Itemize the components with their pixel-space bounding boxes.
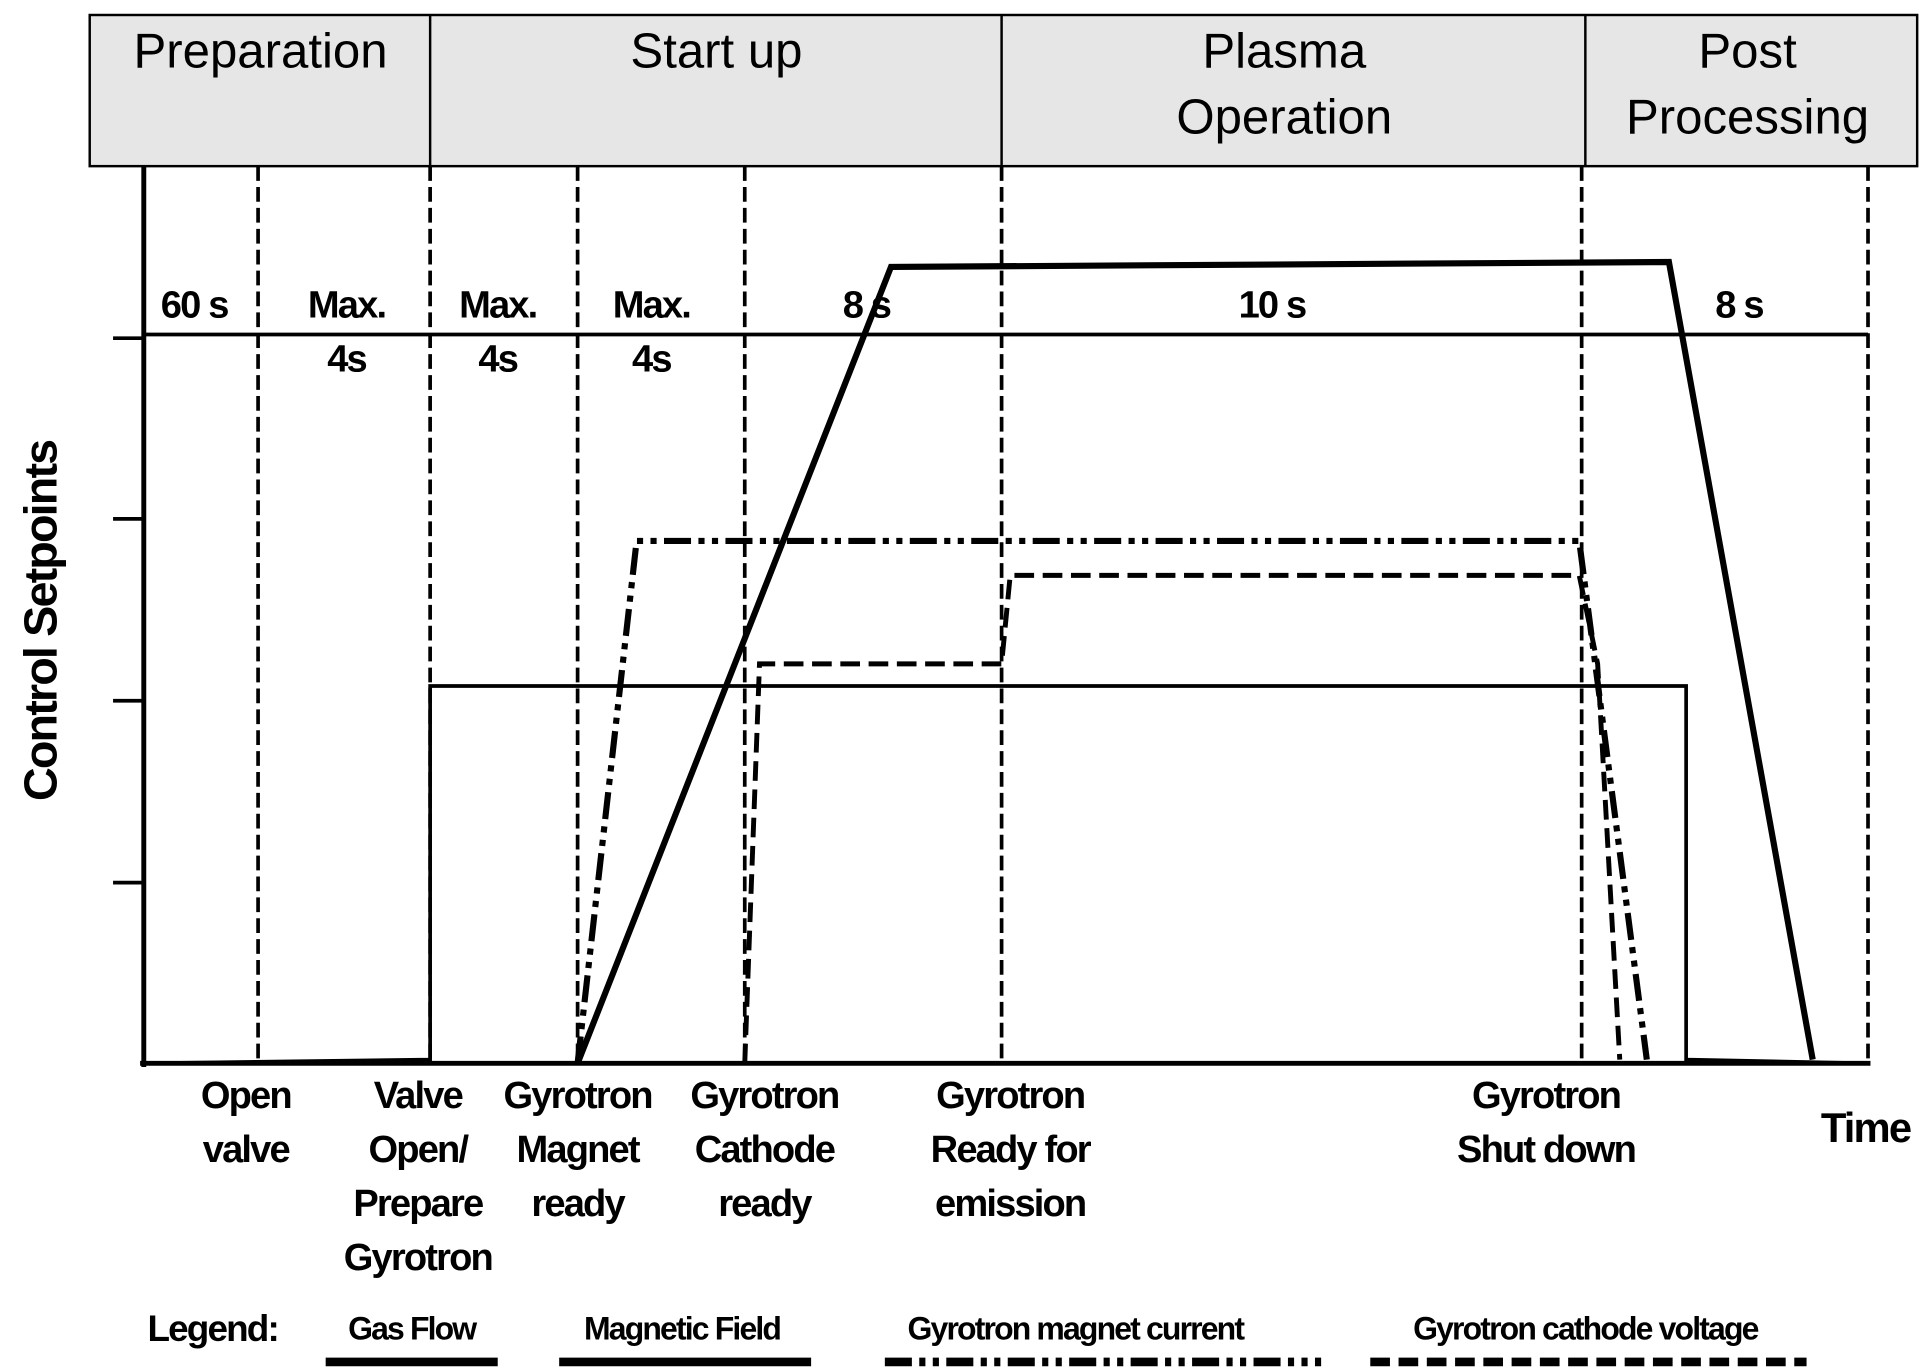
duration-label: 8 s bbox=[843, 285, 891, 327]
phase-header bbox=[88, 13, 1919, 168]
magnet-current-curve bbox=[574, 537, 1650, 1064]
legend-item: Gas Flow bbox=[348, 1311, 477, 1347]
duration-label: 10 s bbox=[1239, 285, 1306, 327]
event-label: ready bbox=[718, 1183, 812, 1225]
phase-label: Preparation bbox=[134, 24, 388, 78]
event-label: valve bbox=[203, 1129, 290, 1171]
phase-label: Operation bbox=[1176, 91, 1392, 145]
event-label: Gyrotron bbox=[504, 1075, 652, 1117]
event-label: emission bbox=[935, 1183, 1085, 1225]
event-label: ready bbox=[531, 1183, 625, 1225]
duration-label: Max. bbox=[613, 285, 690, 327]
duration-label: Max. bbox=[459, 285, 536, 327]
event-label: Gyrotron bbox=[344, 1237, 492, 1279]
event-label: Shut down bbox=[1457, 1129, 1635, 1171]
event-label: Cathode bbox=[695, 1129, 835, 1171]
phase-label: Plasma bbox=[1202, 24, 1367, 78]
magnetic-field-curve bbox=[574, 258, 1816, 1065]
y-ticks bbox=[113, 336, 144, 885]
cathode-voltage-curve bbox=[742, 572, 1623, 1064]
event-label: Gyrotron bbox=[1472, 1075, 1620, 1117]
event-label: Ready for bbox=[931, 1129, 1092, 1171]
event-label: Magnet bbox=[516, 1129, 640, 1171]
event-label: Prepare bbox=[353, 1183, 483, 1225]
gas-flow-curve bbox=[143, 684, 1869, 1066]
phase-label: Start up bbox=[630, 24, 802, 78]
legend-item: Gyrotron magnet current bbox=[908, 1311, 1246, 1347]
legend-label: Legend: bbox=[147, 1308, 277, 1349]
duration-label: 8 s bbox=[1715, 285, 1763, 327]
event-label: Open bbox=[201, 1075, 291, 1117]
legend-item: Gyrotron cathode voltage bbox=[1413, 1311, 1758, 1347]
event-label: Open/ bbox=[369, 1129, 470, 1171]
duration-label: 60 s bbox=[161, 285, 228, 327]
duration-label: 4s bbox=[632, 339, 671, 381]
x-axis-label: Time bbox=[1821, 1104, 1911, 1151]
legend-item: Magnetic Field bbox=[584, 1311, 780, 1347]
frame bbox=[88, 13, 1919, 1367]
event-label: Valve bbox=[374, 1075, 463, 1117]
event-label: Gyrotron bbox=[936, 1075, 1084, 1117]
event-lines bbox=[256, 166, 1870, 1064]
y-axis-label: Control Setpoints bbox=[15, 440, 67, 801]
event-label: Gyrotron bbox=[690, 1075, 838, 1117]
phase-label: Processing bbox=[1626, 91, 1869, 145]
duration-label: Max. bbox=[308, 285, 385, 327]
duration-label: 4s bbox=[327, 339, 366, 381]
duration-label: 4s bbox=[478, 339, 517, 381]
phase-label: Post bbox=[1698, 24, 1797, 78]
